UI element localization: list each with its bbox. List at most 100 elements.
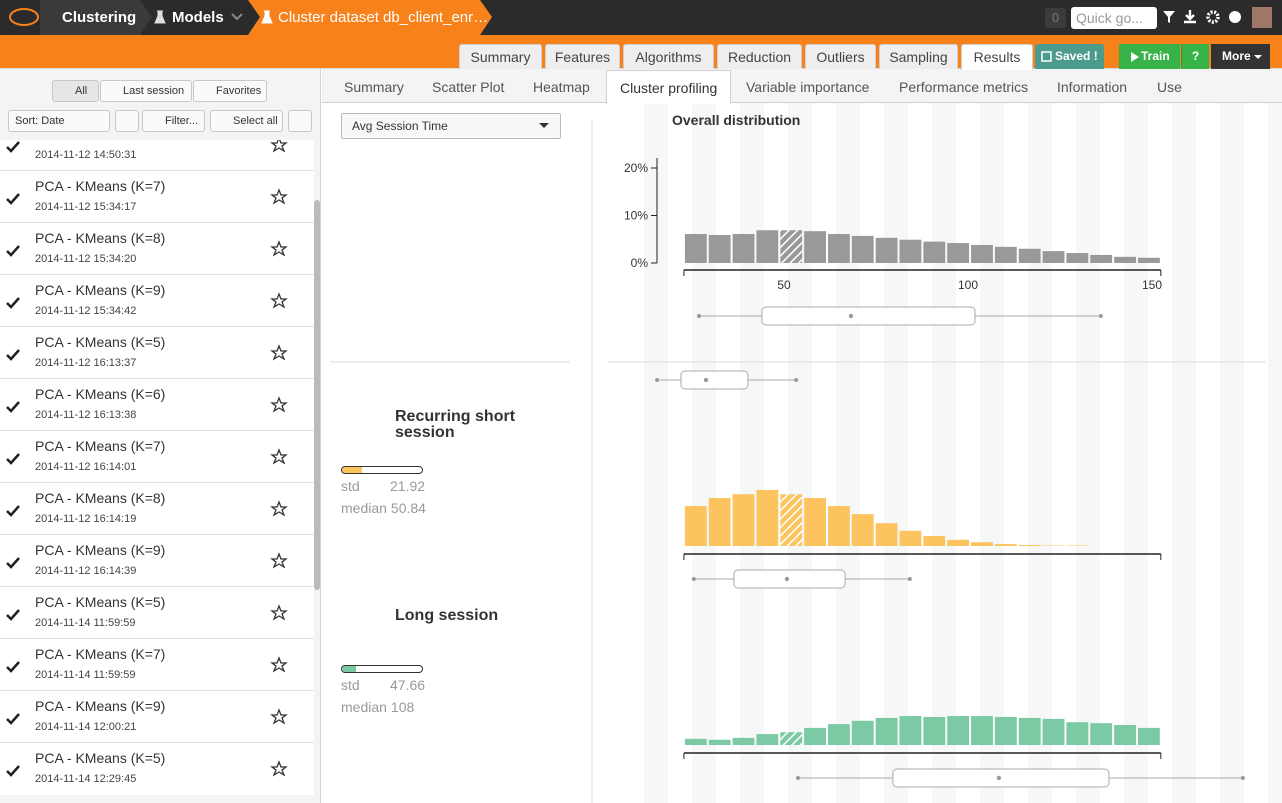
settings-icon[interactable] bbox=[1206, 10, 1220, 24]
tab[interactable]: Sampling bbox=[879, 44, 958, 69]
top-icons bbox=[1163, 7, 1272, 28]
subtab[interactable]: Use bbox=[1157, 79, 1182, 95]
favorite-star[interactable] bbox=[270, 344, 288, 361]
y-tick-label: 0% bbox=[631, 256, 649, 270]
subtab[interactable]: Cluster profiling bbox=[606, 70, 732, 104]
saved-button[interactable]: Saved ! bbox=[1035, 44, 1104, 69]
model-item[interactable]: PCA - KMeans (K=5) 2014-11-14 11:59:59 bbox=[0, 586, 314, 638]
model-item[interactable]: PCA - KMeans (K=9) 2014-11-12 16:14:39 bbox=[0, 534, 314, 586]
tab[interactable]: Results bbox=[961, 44, 1033, 70]
check-icon bbox=[6, 661, 20, 673]
favorite-star[interactable] bbox=[270, 708, 288, 725]
model-item[interactable]: 2014-11-12 14:50:31 bbox=[0, 140, 314, 170]
favorite-star[interactable] bbox=[270, 240, 288, 257]
model-date: 2014-11-12 15:34:42 bbox=[35, 305, 137, 317]
item-icons bbox=[6, 760, 288, 777]
item-icons bbox=[6, 552, 288, 569]
model-item[interactable]: PCA - KMeans (K=6) 2014-11-12 16:13:38 bbox=[0, 378, 314, 430]
breadcrumb[interactable]: Cluster dataset db_client_enr… bbox=[278, 9, 489, 26]
filter-icon[interactable] bbox=[1163, 11, 1175, 23]
model-date: 2014-11-14 11:59:59 bbox=[35, 669, 136, 681]
subtab[interactable]: Performance metrics bbox=[899, 79, 1029, 95]
model-item[interactable]: PCA - KMeans (K=9) 2014-11-14 12:00:21 bbox=[0, 690, 314, 742]
item-icons bbox=[6, 604, 288, 621]
check-icon bbox=[6, 505, 20, 517]
cluster-share-bar bbox=[341, 466, 423, 474]
filter-button[interactable]: All bbox=[52, 80, 99, 102]
flask-icon bbox=[261, 10, 273, 24]
model-item[interactable]: PCA - KMeans (K=7) 2014-11-12 16:14:01 bbox=[0, 430, 314, 482]
model-item[interactable]: PCA - KMeans (K=5) 2014-11-14 12:29:45 bbox=[0, 742, 314, 794]
histogram-bar bbox=[947, 716, 970, 745]
favorite-star[interactable] bbox=[270, 396, 288, 413]
filter-button[interactable]: Last session bbox=[100, 80, 192, 102]
subtab[interactable]: Information bbox=[1057, 79, 1128, 95]
favorite-star[interactable] bbox=[270, 552, 288, 569]
cluster-share-fill bbox=[342, 666, 357, 672]
model-item[interactable]: PCA - KMeans (K=8) 2014-11-12 15:34:20 bbox=[0, 222, 314, 274]
filter-button[interactable]: Filter... bbox=[142, 110, 205, 132]
breadcrumb[interactable]: Models bbox=[172, 9, 224, 26]
favorite-star[interactable] bbox=[270, 604, 288, 621]
histogram-bar bbox=[708, 739, 731, 745]
std-value: 21.92 bbox=[390, 478, 426, 494]
train-button[interactable]: Train bbox=[1119, 44, 1180, 69]
tab[interactable]: Algorithms bbox=[623, 44, 714, 69]
crumb-active-bg bbox=[248, 0, 492, 35]
tab[interactable]: Features bbox=[545, 44, 620, 69]
tab[interactable]: Summary bbox=[459, 44, 542, 69]
histogram-bar bbox=[994, 544, 1017, 546]
favorite-star[interactable] bbox=[270, 448, 288, 465]
subtab[interactable]: Variable importance bbox=[746, 79, 870, 95]
sort-select[interactable]: Sort: Date bbox=[8, 110, 110, 132]
check-icon bbox=[6, 557, 20, 569]
background-stripe bbox=[932, 103, 956, 803]
help-icon[interactable] bbox=[1229, 11, 1241, 23]
model-item[interactable]: PCA - KMeans (K=7) 2014-11-12 15:34:17 bbox=[0, 170, 314, 222]
subtab[interactable]: Scatter Plot bbox=[432, 79, 505, 95]
subtab[interactable]: Heatmap bbox=[533, 79, 590, 95]
download-icon[interactable] bbox=[1184, 10, 1196, 24]
model-item[interactable]: PCA - KMeans (K=8) 2014-11-12 16:14:19 bbox=[0, 482, 314, 534]
breadcrumb[interactable]: Clustering bbox=[62, 9, 137, 26]
help-button[interactable]: ? bbox=[1181, 44, 1209, 69]
favorite-star[interactable] bbox=[270, 140, 288, 153]
tab[interactable]: Outliers bbox=[805, 44, 876, 69]
favorite-star[interactable] bbox=[270, 292, 288, 309]
favorite-star[interactable] bbox=[270, 500, 288, 517]
notifications[interactable]: 0 bbox=[1045, 8, 1066, 28]
select-all-button[interactable]: Select all bbox=[210, 110, 283, 132]
histogram-bar bbox=[923, 716, 946, 745]
check-icon bbox=[6, 297, 20, 309]
sort-order-button[interactable] bbox=[115, 110, 139, 132]
histogram-bar bbox=[684, 234, 707, 263]
avatar[interactable] bbox=[1252, 7, 1272, 28]
tab[interactable]: Reduction bbox=[717, 44, 802, 69]
delete-button[interactable] bbox=[288, 110, 312, 132]
favorite-star[interactable] bbox=[270, 656, 288, 673]
filter-button[interactable]: Favorites bbox=[193, 80, 267, 102]
model-name: PCA - KMeans (K=7) bbox=[35, 438, 166, 454]
model-item[interactable]: PCA - KMeans (K=9) 2014-11-12 15:34:42 bbox=[0, 274, 314, 326]
subtab[interactable]: Summary bbox=[344, 79, 404, 95]
background-stripe bbox=[644, 103, 668, 803]
model-item[interactable]: PCA - KMeans (K=7) 2014-11-14 11:59:59 bbox=[0, 638, 314, 690]
histogram-bar bbox=[899, 239, 922, 263]
model-item[interactable]: PCA - KMeans (K=5) 2014-11-12 16:13:37 bbox=[0, 326, 314, 378]
variable-select[interactable]: Avg Session Time bbox=[341, 113, 561, 139]
std-label: std bbox=[341, 478, 360, 494]
background-stripe bbox=[1124, 103, 1148, 803]
check-icon bbox=[6, 713, 20, 725]
median-value: 50.84 bbox=[390, 500, 426, 516]
search-box[interactable]: Quick go... bbox=[1071, 7, 1157, 29]
favorite-star[interactable] bbox=[270, 188, 288, 205]
histogram-bar bbox=[899, 530, 922, 546]
model-name: PCA - KMeans (K=6) bbox=[35, 386, 166, 402]
box-median bbox=[996, 775, 1002, 781]
histogram-bar bbox=[1114, 725, 1136, 745]
box-whisker-end bbox=[655, 378, 660, 382]
model-date: 2014-11-12 16:13:37 bbox=[35, 357, 137, 369]
histogram-bar bbox=[875, 237, 898, 263]
favorite-star[interactable] bbox=[270, 760, 288, 777]
